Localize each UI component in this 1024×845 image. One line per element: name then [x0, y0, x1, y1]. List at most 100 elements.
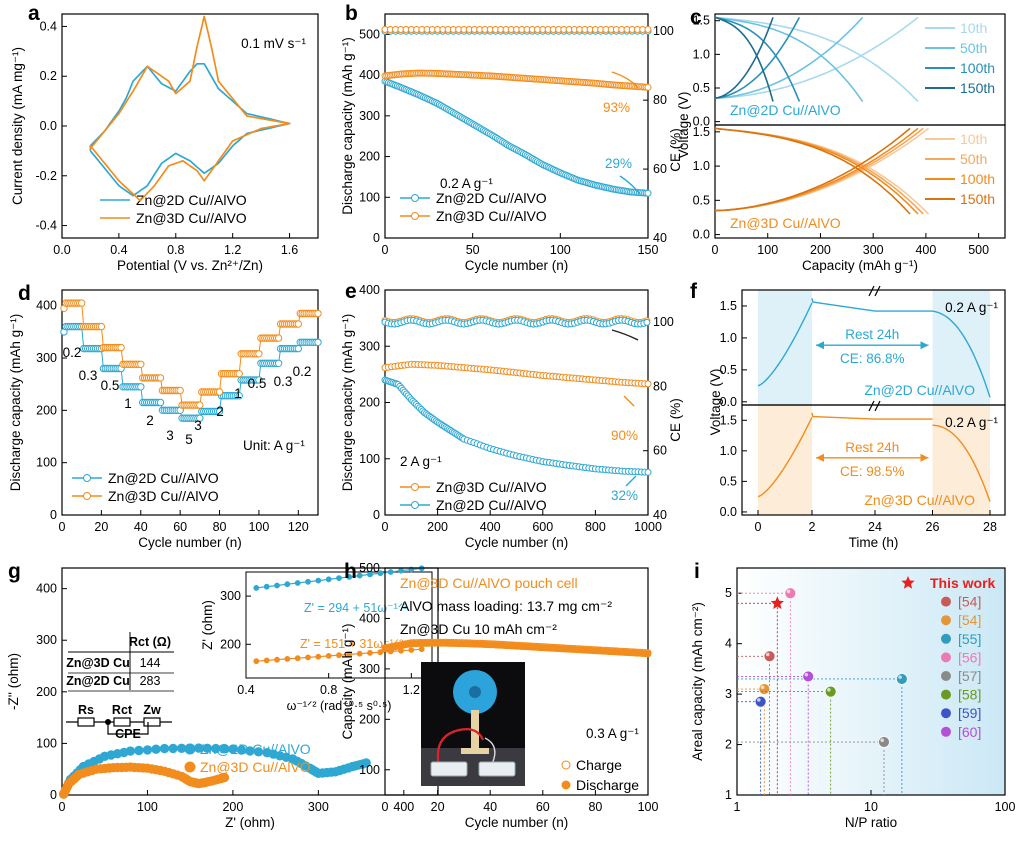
- legend-i-star: [901, 576, 915, 589]
- y2-tick-label: 40: [653, 231, 667, 245]
- x-axis-label: Capacity (mAh g⁻¹): [802, 258, 918, 273]
- y-tick-label: 300: [36, 633, 57, 647]
- x-axis-label: Cycle number (n): [465, 535, 569, 550]
- legend-e-0-label: Zn@3D Cu//AlVO: [436, 479, 547, 495]
- x-tick-label: 1000: [634, 520, 662, 534]
- y-tick-label-bottom: 0.0: [693, 228, 710, 242]
- charge-curve-top-0: [714, 16, 919, 99]
- marker-highlight: [756, 698, 761, 702]
- y-tick-label: 200: [36, 685, 57, 699]
- inset-point: [315, 653, 322, 660]
- x-tick-label: 26: [926, 520, 940, 534]
- legend-b-1-marker: [411, 212, 419, 220]
- arrow-blue: [619, 175, 641, 195]
- legend-h-marker-0: [561, 760, 571, 770]
- nyquist-point: [159, 743, 170, 754]
- rate-point: [274, 359, 283, 367]
- x-tick-label: 0: [382, 520, 389, 534]
- y-axis-label: Discharge capacity (mAh g⁻¹): [8, 314, 23, 491]
- x-tick-label: 0.4: [110, 243, 127, 257]
- y-tick-label-bottom: 0.5: [693, 193, 710, 207]
- rate-point: [137, 360, 145, 368]
- rate-point: [196, 401, 204, 409]
- panel-b: b0 50 100 1500100200300400500406080100Cycle…: [340, 2, 683, 273]
- y-tick-label-bottom: 0.5: [720, 474, 737, 488]
- rate-step-label: 5: [185, 432, 193, 447]
- inset-point: [408, 647, 415, 653]
- y-tick-label: 300: [359, 109, 380, 123]
- legend-i-marker: [941, 652, 951, 663]
- ref-marker: [784, 587, 797, 600]
- y-axis-label: Discharge capacity (mAh g⁻¹): [340, 37, 355, 214]
- legend-i-label: [58]: [958, 687, 981, 703]
- y-tick-label: 100: [359, 190, 380, 204]
- arrow-ce: [611, 329, 639, 341]
- arrow-orange: [623, 395, 635, 407]
- nyquist-point: [125, 746, 136, 756]
- rate-step-label: 1: [234, 386, 242, 401]
- discharge-curve-bottom-1: [714, 127, 924, 215]
- legend-i-marker: [941, 689, 951, 700]
- series-label-bottom: Zn@3D Cu//AlVO: [864, 492, 975, 508]
- plot-frame: [384, 13, 649, 239]
- table-cell-name: Zn@3D Cu: [66, 656, 130, 670]
- x-tick-label: 0.8: [167, 243, 184, 257]
- arrowhead-right-bottom: [920, 453, 929, 462]
- y2-tick-label: 60: [653, 444, 667, 458]
- plot-background: [737, 568, 1005, 795]
- circuit-element-1: [113, 717, 131, 727]
- x-tick-label: 600: [532, 520, 553, 534]
- rate-label-bottom: 0.2 A g⁻¹: [945, 415, 998, 430]
- rate-step-label: 0.5: [248, 376, 267, 391]
- panel-label-c: c: [690, 6, 702, 29]
- circuit-element-0: [77, 717, 95, 727]
- arrowhead-left-top: [816, 341, 824, 350]
- pouch-title: Zn@3D Cu//AlVO pouch cell: [400, 575, 578, 591]
- capacity-point: [644, 83, 652, 91]
- plot-frame: [384, 567, 649, 796]
- legend-h-label-0: Charge: [576, 757, 622, 773]
- y-tick-label: 0: [373, 508, 380, 522]
- inset-point: [356, 572, 363, 579]
- rate-step-label: 0.5: [101, 378, 120, 393]
- inset-point: [305, 654, 311, 661]
- inset-point: [418, 646, 425, 653]
- y-tick-label: 500: [359, 561, 380, 575]
- panel-label-e: e: [345, 280, 357, 303]
- inset-point: [263, 583, 270, 590]
- ref-marker: [758, 683, 771, 695]
- x-tick-label: 500: [968, 243, 989, 257]
- inset-point: [356, 650, 363, 657]
- retention-orange: 90%: [611, 428, 638, 443]
- rate-step-label: 0.2: [63, 345, 82, 360]
- rate-point: [314, 309, 322, 318]
- inset-fit-label-0: Z' = 294 + 51ω⁻¹ᐟ²: [304, 601, 407, 615]
- y-tick-label-top: 0.0: [720, 395, 737, 409]
- y2-tick-label: 80: [653, 379, 667, 393]
- legend-i-marker: [941, 615, 951, 626]
- inset-point: [336, 652, 342, 659]
- y-tick-label-bottom: 1.5: [720, 413, 737, 427]
- ref-marker: [878, 736, 890, 748]
- rate-step-label: 2: [146, 413, 154, 428]
- retention-blue: 32%: [611, 488, 638, 503]
- x-axis-label: Potential (V vs. Zn²⁺/Zn): [117, 258, 263, 273]
- rate-point: [215, 407, 224, 416]
- legend-c-label: 100th: [960, 171, 995, 187]
- discharge-curve-bottom-2: [714, 127, 919, 215]
- cv-curve-0: [89, 62, 291, 197]
- inset-point: [263, 657, 270, 664]
- legend-i-marker: [941, 671, 951, 681]
- y-axis-label: -Z'' (ohm): [6, 653, 21, 710]
- y2-tick-label: 40: [653, 508, 667, 522]
- cv-curve-1: [89, 15, 291, 202]
- inset-point: [253, 585, 260, 591]
- discharge-curve-top-3: [714, 16, 774, 102]
- x-tick-label: 120: [288, 520, 309, 534]
- x-tick-label: 1.6: [281, 243, 298, 257]
- rate-step-label: 1: [124, 396, 132, 411]
- legend-e-1-label: Zn@2D Cu//AlVO: [436, 497, 547, 513]
- inset-point: [284, 656, 291, 662]
- legend-i-label: [57]: [958, 668, 981, 684]
- y2-tick-label: 80: [653, 93, 667, 107]
